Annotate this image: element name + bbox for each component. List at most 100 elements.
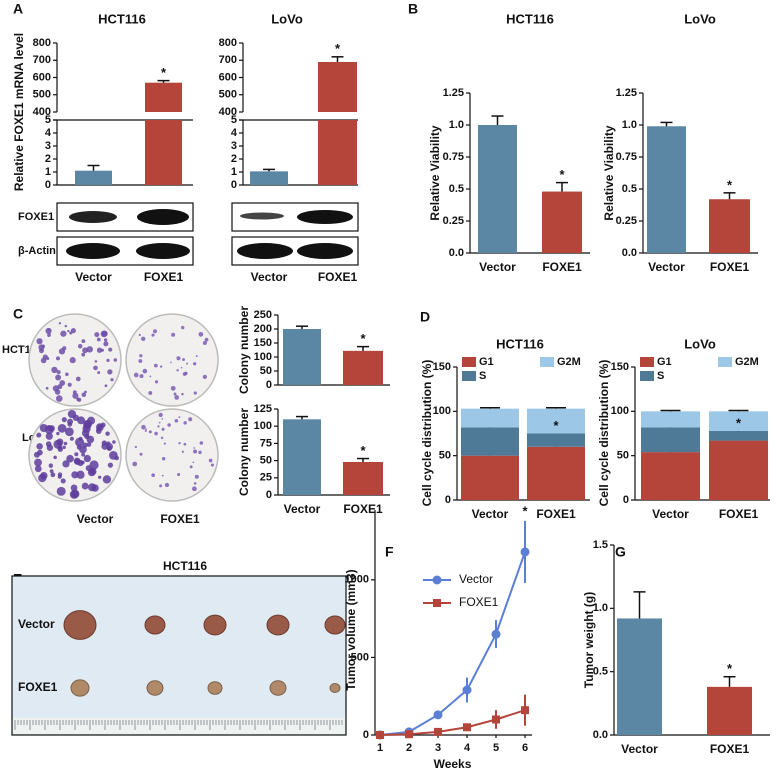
colony-dot xyxy=(174,395,180,400)
colony-plates: HCT116 LoVo Vector FOXE1 xyxy=(2,313,219,526)
colony-dot xyxy=(76,397,80,401)
y-tick-label: 50 xyxy=(439,450,451,462)
y-tick-label: 0.75 xyxy=(443,151,464,163)
y-tick-label: 0 xyxy=(363,729,369,741)
y-axis-label: Relative Viability xyxy=(428,125,442,220)
colony-dot xyxy=(161,427,165,431)
colony-dot xyxy=(57,445,63,450)
colony-dot xyxy=(153,363,158,368)
y-tick-label: 0 xyxy=(45,179,51,191)
y-tick-label: 2 xyxy=(45,153,51,165)
y-tick-label: 25 xyxy=(260,472,272,484)
bar-segment xyxy=(527,446,585,500)
colony-dot xyxy=(192,461,195,464)
colony-dot xyxy=(71,471,79,479)
colony-dot xyxy=(181,325,185,330)
colony-dot xyxy=(181,450,184,453)
bar-segment xyxy=(709,440,768,500)
y-tick-label: 0.5 xyxy=(449,183,464,195)
bar xyxy=(707,686,752,735)
tumor xyxy=(63,610,97,640)
colony-dot xyxy=(84,433,90,440)
colony-dot xyxy=(192,362,197,366)
y-tick-label: 150 xyxy=(611,361,629,373)
legend-swatch xyxy=(718,357,732,367)
colony-dot xyxy=(141,424,146,430)
y-tick-label: 1 xyxy=(45,166,51,178)
bar-segment xyxy=(461,408,519,428)
tumor xyxy=(329,683,341,693)
y-tick-label: 400 xyxy=(33,106,51,118)
y-tick-label: 0.0 xyxy=(449,247,464,259)
y-tick-label: 0.5 xyxy=(593,666,608,678)
colony-dot xyxy=(38,473,47,483)
y-tick-label: 5 xyxy=(231,114,237,126)
significance-mark: * xyxy=(360,331,366,346)
chart-title: HCT116 xyxy=(496,336,544,351)
chart: Tumor weight (g) 0.0 0.5 1.0 1.5 Vector FOXE1 * xyxy=(582,539,770,756)
colony-dot xyxy=(140,336,146,342)
x-tick-label: Vector xyxy=(251,270,288,284)
colony-dot xyxy=(94,332,100,338)
tumor xyxy=(203,614,227,636)
bar xyxy=(343,461,383,495)
colony-dot xyxy=(64,427,74,437)
colony-dot xyxy=(108,347,113,352)
colony-dot xyxy=(69,357,76,364)
bar-segment xyxy=(527,408,585,434)
blot-band xyxy=(66,243,120,259)
panel-label: A xyxy=(13,1,23,17)
legend-label: G2M xyxy=(557,356,581,368)
colony-dot xyxy=(103,338,108,342)
significance-mark: * xyxy=(727,177,733,192)
x-tick-label: Vector xyxy=(472,507,509,521)
colony-dot xyxy=(114,455,120,461)
colony-dot xyxy=(86,442,92,447)
photo-row-label: FOXE1 xyxy=(18,680,58,694)
marker xyxy=(462,685,472,695)
colony-dot xyxy=(78,436,83,441)
colony-dot xyxy=(41,344,45,348)
tumor-photo: HCT116 Vector FOXE1 xyxy=(11,559,347,736)
chart: HCT116 Relative Viability 0.0 0.25 0.5 0.75 1.… xyxy=(428,11,590,274)
y-tick-label: 0.5 xyxy=(622,183,637,195)
colony-dot xyxy=(173,392,177,396)
blot-band xyxy=(137,209,189,225)
panel-label: C xyxy=(13,306,23,322)
colony-dot xyxy=(193,449,198,454)
bar-segment xyxy=(641,427,700,453)
colony-dot xyxy=(48,463,54,468)
y-tick-label: 800 xyxy=(219,37,237,49)
chart-title: LoVo xyxy=(684,11,716,26)
y-tick-label: 4 xyxy=(231,127,238,139)
legend-label: G2M xyxy=(735,356,759,368)
colony-dot xyxy=(171,332,176,337)
colony-dot xyxy=(44,425,54,435)
colony-dot xyxy=(154,431,158,436)
line xyxy=(379,709,526,736)
colony-dot xyxy=(193,391,197,395)
colony-dot xyxy=(202,374,207,379)
colony-column-label: Vector xyxy=(77,512,114,526)
colony-dot xyxy=(81,339,86,344)
colony-dot xyxy=(112,440,116,444)
y-tick-label: 1.0 xyxy=(449,119,464,131)
marker xyxy=(432,575,442,585)
tumor xyxy=(269,680,287,696)
y-tick-label: 100 xyxy=(254,420,272,432)
legend-label: G1 xyxy=(479,356,494,368)
colony-dot xyxy=(47,333,51,337)
x-tick-label: FOXE1 xyxy=(710,260,750,274)
x-tick-label: 1 xyxy=(377,742,383,754)
colony-dot xyxy=(103,341,109,347)
y-tick-label: 1.25 xyxy=(616,87,637,99)
bar xyxy=(709,199,750,253)
y-tick-label: 600 xyxy=(219,71,237,83)
colony-dot xyxy=(208,458,213,463)
y-tick-label: 800 xyxy=(33,37,51,49)
colony-dot xyxy=(84,390,87,394)
colony-dot xyxy=(101,440,107,446)
colony-dot xyxy=(76,470,85,479)
x-tick-label: FOXE1 xyxy=(318,270,358,284)
y-tick-label: 0 xyxy=(266,379,272,391)
